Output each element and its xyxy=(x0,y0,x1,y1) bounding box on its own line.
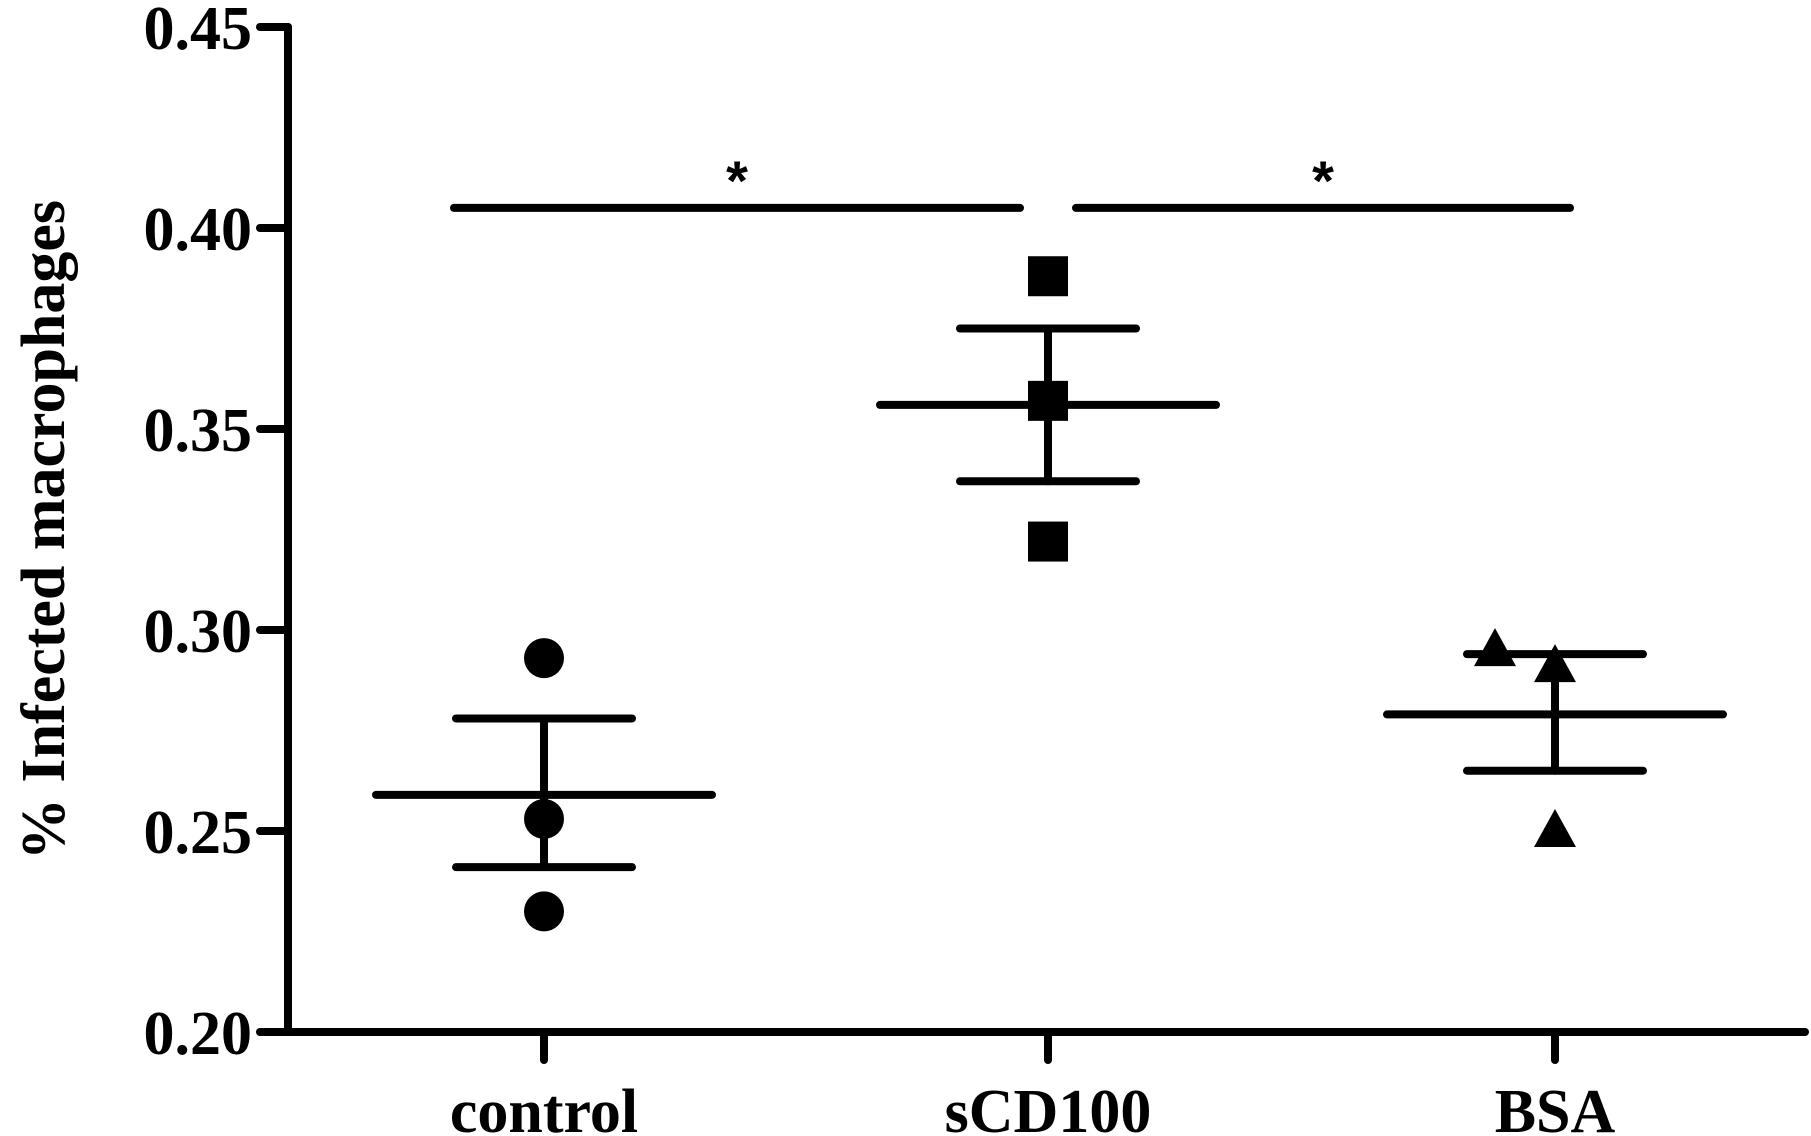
y-tick-label: 0.45 xyxy=(144,0,253,63)
data-point-circle xyxy=(524,638,564,679)
y-tick-label: 0.35 xyxy=(144,397,253,465)
y-tick-label: 0.20 xyxy=(144,1000,253,1068)
axes: 0.20 0.25 0.30 0.35 0.40 0.45 control sCD100 BSA xyxy=(144,0,1809,1136)
x-tick-label: sCD100 xyxy=(945,1078,1152,1136)
data-point-triangle xyxy=(1534,644,1576,683)
x-tick-label: BSA xyxy=(1495,1078,1616,1136)
data-point-circle xyxy=(524,891,564,932)
data-point-square xyxy=(1028,256,1068,297)
significance-annotations: * * xyxy=(450,149,1574,212)
data-point-square xyxy=(1028,521,1068,562)
data-points xyxy=(524,256,1576,932)
y-tick-label: 0.40 xyxy=(144,196,253,264)
y-axis-title: % Infected macrophages xyxy=(10,200,78,860)
x-tick-label: control xyxy=(450,1078,638,1136)
significance-star: * xyxy=(726,149,748,212)
data-point-triangle xyxy=(1534,809,1576,847)
significance-star: * xyxy=(1312,149,1334,212)
y-tick-label: 0.25 xyxy=(144,799,253,867)
data-point-square xyxy=(1028,380,1068,421)
y-tick-label: 0.30 xyxy=(144,598,253,666)
data-point-triangle xyxy=(1474,628,1516,667)
data-point-circle xyxy=(524,798,564,839)
